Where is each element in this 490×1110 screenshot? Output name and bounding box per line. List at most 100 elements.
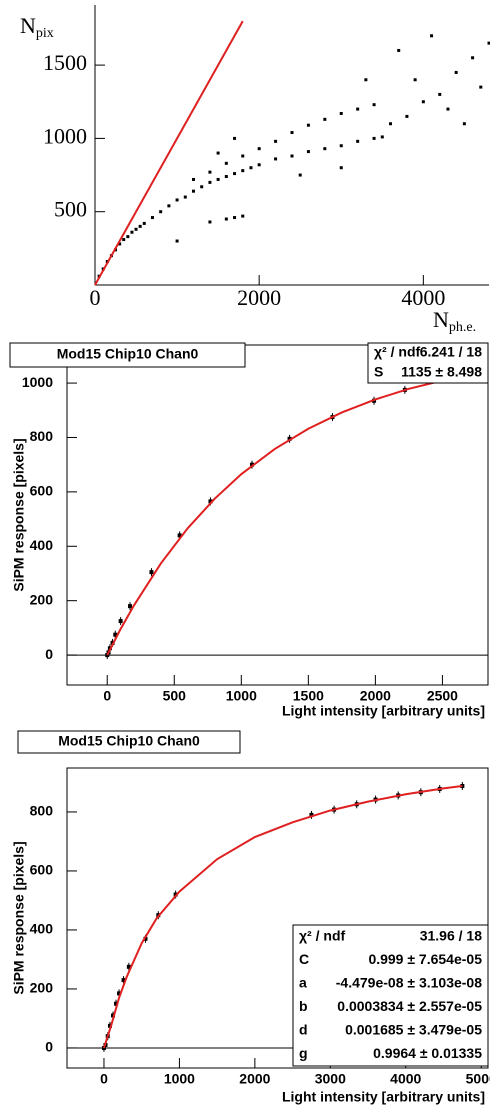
x-tick-label: 2000: [239, 1071, 270, 1087]
stats-value: 1135 ± 8.498: [401, 364, 482, 380]
y-axis-label: SiPM response [pixels]: [11, 438, 27, 591]
data-point: [438, 92, 442, 96]
data-point: [274, 139, 278, 143]
x-tick-label: 500: [163, 688, 187, 704]
y-axis-label: SiPM response [pixels]: [11, 841, 27, 994]
fit-line: [103, 785, 463, 1049]
data-point: [192, 189, 195, 193]
stats-label: S: [374, 364, 383, 380]
data-point: [405, 114, 409, 118]
stats-value: 0.9964 ± 0.01335: [373, 1045, 482, 1061]
data-point: [192, 177, 195, 181]
data-point: [224, 161, 228, 165]
y-tick-label: 800: [30, 428, 54, 444]
data-point: [159, 210, 163, 214]
data-point: [175, 239, 179, 243]
chart-title: Mod15 Chip10 Chan0: [57, 346, 199, 362]
y-tick-label: 800: [30, 803, 54, 819]
title-box: [17, 730, 241, 754]
data-point: [233, 216, 237, 220]
x-label-sub: ph.e.: [449, 320, 476, 335]
data-point: [241, 154, 245, 158]
x-axis-label: Light intensity [arbitrary units]: [282, 703, 485, 719]
data-point: [430, 34, 434, 38]
y-tick-label: 1000: [22, 374, 53, 390]
data-point: [216, 177, 220, 181]
data-point: [413, 78, 417, 82]
data-point: [200, 185, 204, 189]
data-point: [479, 85, 483, 89]
data-point: [339, 166, 343, 170]
data-point: [233, 172, 237, 176]
stats-value: 0.999 ± 7.654e-05: [368, 951, 482, 967]
data-point: [339, 144, 343, 148]
fit-line: [106, 378, 449, 656]
y-tick-label: 0: [45, 646, 53, 662]
data-point: [142, 221, 146, 225]
data-point: [298, 173, 302, 177]
stats-value: 6.241 / 18: [420, 344, 482, 360]
y-label-base: N: [20, 13, 36, 38]
data-point: [364, 78, 368, 82]
stats-box: [292, 924, 489, 1067]
data-point: [183, 195, 187, 199]
x-axis-label: Nph.e.: [433, 307, 476, 335]
y-tick-label: 600: [30, 483, 54, 499]
data-point: [421, 100, 425, 104]
data-point: [454, 70, 458, 74]
y-tick-label: 600: [30, 862, 54, 878]
data-point: [372, 103, 376, 107]
y-tick-label: 400: [30, 921, 54, 937]
stats-label: d: [299, 1021, 308, 1037]
data-point: [249, 166, 253, 170]
data-point: [380, 135, 384, 139]
data-point: [167, 204, 171, 208]
data-point: [274, 157, 278, 161]
x-tick-label: 0: [103, 688, 111, 704]
data-point: [130, 230, 134, 234]
data-point: [356, 107, 360, 111]
data-point: [389, 122, 392, 126]
data-point: [126, 235, 130, 239]
y-tick-label: 400: [30, 537, 54, 553]
data-point: [150, 216, 154, 220]
stats-label: a: [299, 974, 307, 990]
stats-value: 0.001685 ± 3.479e-05: [345, 1021, 482, 1037]
data-point: [397, 48, 401, 52]
data-point: [208, 220, 212, 224]
stats-label: g: [299, 1045, 308, 1061]
data-point: [462, 122, 466, 126]
y-tick-label: 500: [54, 197, 87, 222]
x-label-base: N: [433, 307, 449, 332]
plot-frame: [66, 344, 489, 686]
stats-label: C: [299, 951, 309, 967]
data-point: [372, 136, 376, 140]
stats-label: b: [299, 998, 308, 1014]
data-point: [339, 111, 343, 115]
y-tick-label: 1000: [43, 123, 87, 148]
data-point: [306, 123, 310, 127]
data-point: [306, 150, 310, 154]
data-point: [208, 170, 212, 174]
data-point: [216, 151, 220, 155]
x-tick-label: 2000: [360, 688, 391, 704]
data-point: [323, 117, 327, 121]
x-tick-label: 1500: [293, 688, 324, 704]
y-axis-label: Npix: [20, 13, 54, 41]
stats-value: -4.479e-08 ± 3.103e-08: [336, 974, 482, 990]
chart-title: Mod15 Chip10 Chan0: [58, 733, 200, 749]
data-point: [487, 41, 490, 45]
data-point: [134, 227, 138, 231]
data-point: [323, 147, 327, 151]
y-tick-label: 1500: [43, 50, 87, 75]
data-point: [257, 163, 261, 167]
fit-line: [94, 20, 244, 286]
data-point: [446, 107, 450, 111]
data-point: [241, 214, 245, 218]
x-tick-label: 1000: [226, 688, 257, 704]
data-point: [224, 175, 228, 179]
data-point: [233, 136, 237, 140]
data-point: [241, 169, 245, 173]
